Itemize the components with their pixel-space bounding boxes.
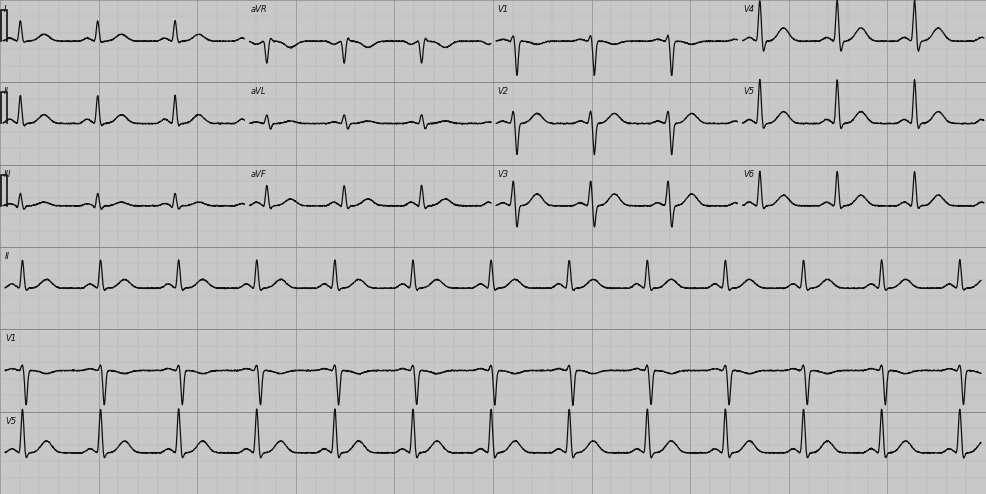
Text: II: II	[5, 252, 10, 261]
Text: aVF: aVF	[250, 169, 266, 179]
Text: V1: V1	[497, 5, 508, 14]
Text: V5: V5	[743, 87, 754, 96]
Text: V2: V2	[497, 87, 508, 96]
Text: aVR: aVR	[250, 5, 267, 14]
Text: V3: V3	[497, 169, 508, 179]
Text: III: III	[4, 169, 12, 179]
Text: V5: V5	[5, 416, 16, 426]
Text: I: I	[4, 5, 7, 14]
Text: V6: V6	[743, 169, 754, 179]
Text: V1: V1	[5, 334, 16, 343]
Text: V4: V4	[743, 5, 754, 14]
Text: II: II	[4, 87, 9, 96]
Text: aVL: aVL	[250, 87, 266, 96]
